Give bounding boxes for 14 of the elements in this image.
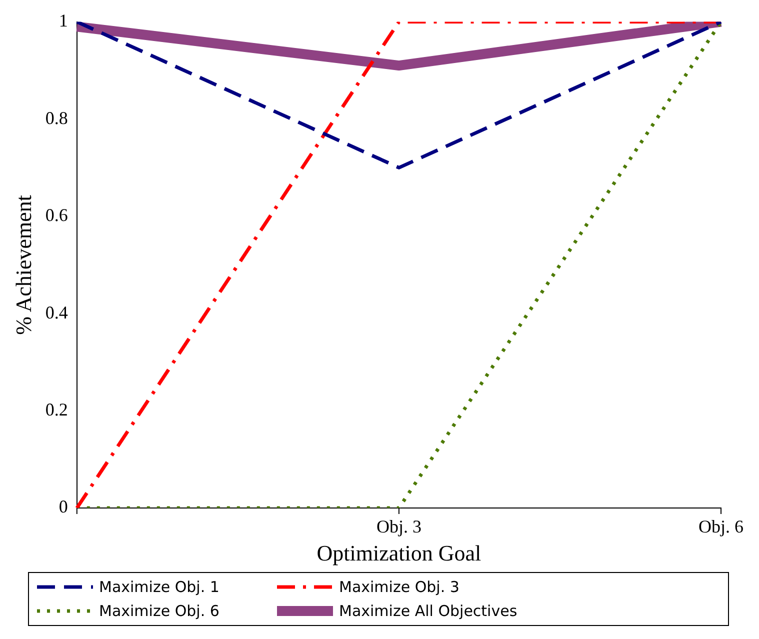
x-axis-title: Optimization Goal [316, 540, 482, 566]
legend-label: Maximize Obj. 3 [339, 578, 460, 596]
y-tick-label: 0.6 [45, 205, 68, 226]
legend-label: Maximize Obj. 6 [99, 602, 220, 620]
legend-label: Maximize All Objectives [339, 602, 518, 620]
y-tick-label: 0.2 [45, 399, 68, 420]
x-tick-label: Obj. 3 [376, 516, 422, 537]
y-tick-label: 0.4 [45, 302, 68, 322]
y-tick-label: 0 [58, 496, 68, 517]
legend-label: Maximize Obj. 1 [99, 578, 220, 596]
y-tick-label: 1 [58, 10, 68, 31]
x-tick-label: Obj. 6 [698, 516, 744, 537]
y-tick-label: 0.8 [45, 108, 68, 128]
y-axis-title: % Achievement [10, 194, 36, 335]
